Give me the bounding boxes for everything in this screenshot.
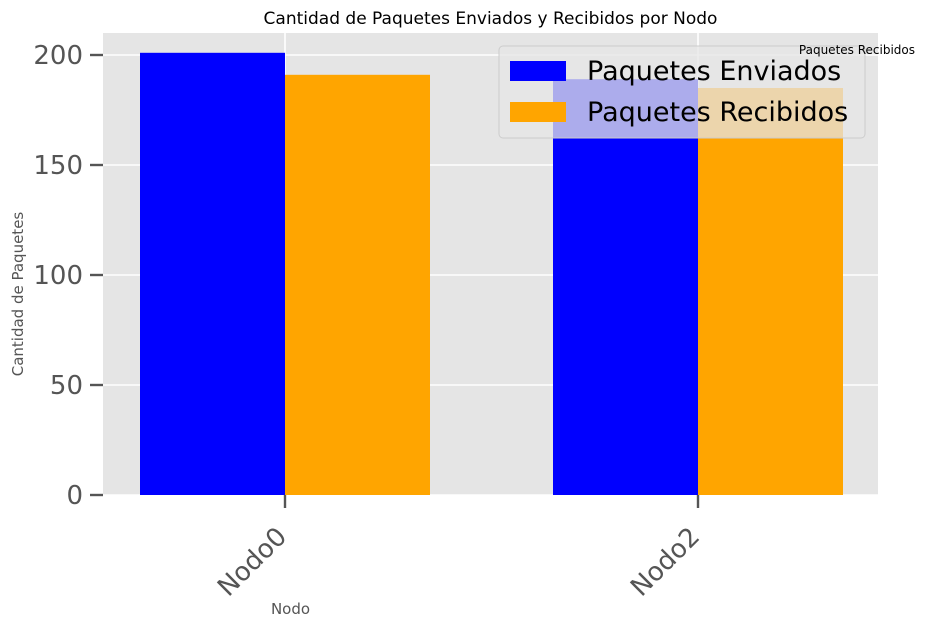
x-tick-label: Nodo2 xyxy=(625,522,706,603)
y-tick-label: 200 xyxy=(33,41,83,71)
y-tick-label: 0 xyxy=(66,481,83,511)
legend-swatch xyxy=(510,102,566,122)
legend-label: Paquetes Enviados xyxy=(587,56,841,87)
y-axis: 0 50 100 150 200 xyxy=(33,41,103,511)
annotation: Paquetes Recibidos xyxy=(799,43,915,57)
legend-label: Paquetes Recibidos xyxy=(587,97,848,128)
x-tick-label: Nodo0 xyxy=(212,522,293,603)
bar xyxy=(285,74,430,496)
x-axis-label: Nodo xyxy=(271,600,310,618)
legend-frame xyxy=(498,45,866,139)
y-tick-label: 100 xyxy=(33,261,83,291)
bar xyxy=(140,52,285,496)
y-tick-label: 50 xyxy=(50,371,83,401)
y-axis-label: Cantidad de Paquetes xyxy=(9,212,27,377)
y-tick-label: 150 xyxy=(33,151,83,181)
bar xyxy=(553,79,698,495)
legend-swatch xyxy=(510,61,566,81)
x-axis: Nodo0 Nodo2 xyxy=(212,495,706,603)
bars xyxy=(140,52,843,496)
legend: Paquetes Enviados Paquetes Recibidos xyxy=(498,45,866,139)
chart-title: Cantidad de Paquetes Enviados y Recibido… xyxy=(264,9,718,29)
bar xyxy=(698,88,843,495)
